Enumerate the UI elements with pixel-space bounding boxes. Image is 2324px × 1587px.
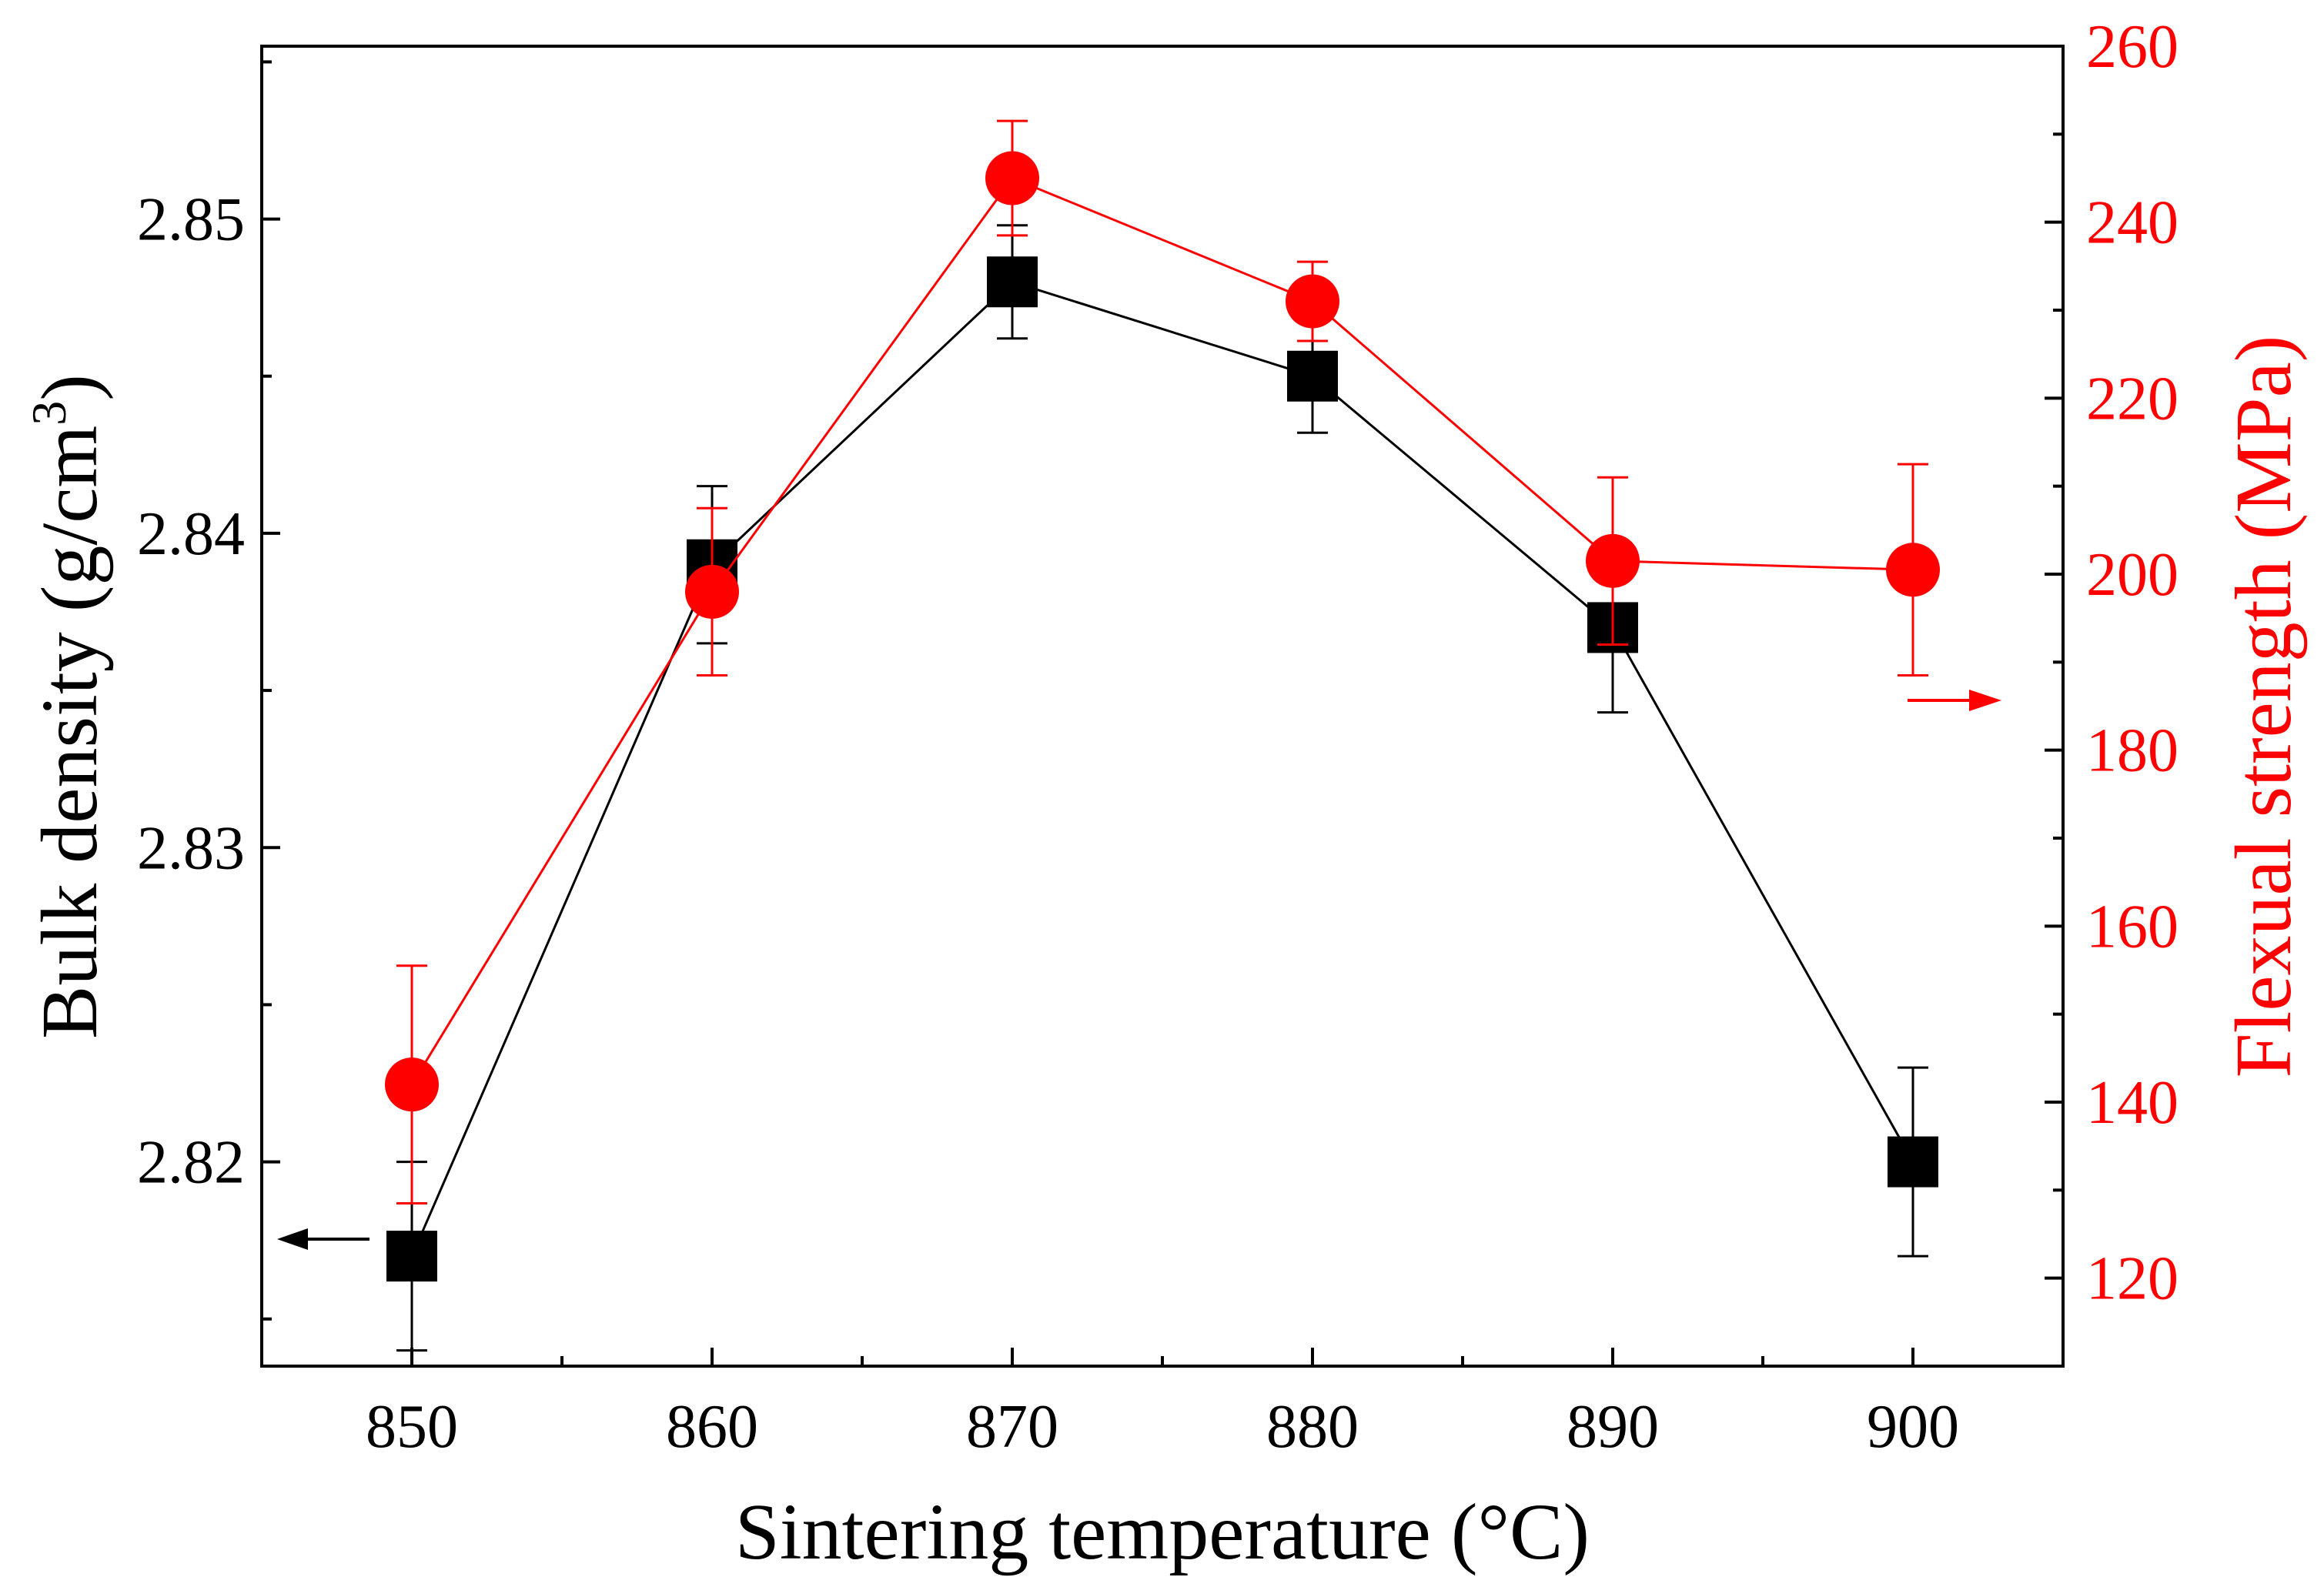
right-axis-arrow — [1908, 690, 2001, 711]
x-tick-label: 870 — [966, 1393, 1058, 1461]
density-line — [410, 280, 1914, 1257]
x-tick-label: 850 — [366, 1393, 458, 1461]
right-tick-label: 140 — [2086, 1069, 2179, 1137]
left-axis-title: Bulk density (g/cm3) — [22, 374, 114, 1039]
right-tick-label: 260 — [2086, 13, 2179, 81]
right-axis-title: Flexual strength (MPa) — [2219, 336, 2308, 1078]
right-tick-label: 120 — [2086, 1245, 2179, 1313]
x-tick-label: 900 — [1867, 1393, 1959, 1461]
density-point — [1287, 350, 1338, 402]
right-tick-label: 200 — [2086, 541, 2179, 609]
right-tick-label: 160 — [2086, 893, 2179, 961]
strength-line — [410, 176, 1914, 1085]
left-tick-label: 2.82 — [137, 1129, 245, 1197]
x-tick-label: 860 — [666, 1393, 758, 1461]
left-axis-title-main: Bulk density (g/cm — [25, 426, 114, 1039]
strength-point — [985, 151, 1039, 205]
right-tick-label: 240 — [2086, 189, 2179, 257]
right-tick-label: 220 — [2086, 365, 2179, 433]
plot-frame — [260, 45, 2065, 1368]
x-tick-label: 890 — [1567, 1393, 1659, 1461]
strength-point — [685, 564, 739, 619]
x-axis-title: Sintering temperature (°C) — [735, 1488, 1590, 1576]
left-axis-arrow — [277, 1228, 369, 1250]
strength-point — [1286, 274, 1339, 329]
strength-point — [385, 1057, 439, 1112]
left-tick-label: 2.84 — [137, 500, 245, 568]
strength-point — [1586, 533, 1640, 588]
left-tick-labels: 2.82 2.83 2.84 2.85 — [137, 186, 245, 1197]
right-tick-label: 180 — [2086, 717, 2179, 785]
x-tick-label: 880 — [1266, 1393, 1359, 1461]
density-point — [1888, 1136, 1938, 1188]
left-axis-title-superscript: 3 — [22, 401, 76, 426]
right-tick-labels: 120 140 160 180 200 220 240 260 — [2086, 13, 2179, 1313]
density-point — [987, 256, 1038, 308]
density-point — [386, 1231, 437, 1282]
axis-ticks — [260, 45, 2065, 1368]
left-tick-label: 2.85 — [137, 186, 245, 254]
strength-point — [1886, 543, 1940, 597]
x-tick-labels: 850 860 870 880 890 900 — [366, 1393, 1959, 1461]
left-axis-title-close: ) — [25, 374, 114, 401]
left-tick-label: 2.83 — [137, 814, 245, 882]
series-layer — [385, 119, 1940, 1352]
